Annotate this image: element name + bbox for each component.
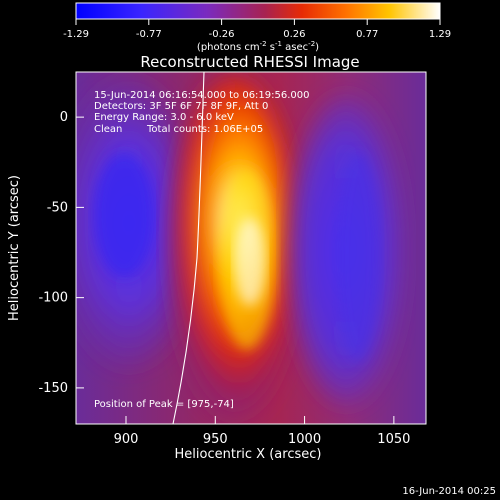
x-tick-label: 1050 xyxy=(377,432,410,447)
y-tick-label: -100 xyxy=(38,291,68,306)
y-tick-label: 0 xyxy=(60,110,68,125)
detectors: Detectors: 3F 5F 6F 7F 8F 9F, Att 0 xyxy=(94,101,268,112)
colorbar-gradient xyxy=(76,3,440,19)
y-tick-label: -50 xyxy=(47,200,68,215)
solar-limb-line xyxy=(172,72,205,424)
energy-range: Energy Range: 3.0 - 6.0 keV xyxy=(94,112,234,123)
x-tick-label: 950 xyxy=(203,432,228,447)
colorbar-tick-label: -0.77 xyxy=(136,29,162,40)
plot-frame xyxy=(75,71,427,425)
colorbar-frame xyxy=(75,2,441,20)
colorbar-tick-label: -0.26 xyxy=(209,29,235,40)
y-tick-label: -150 xyxy=(38,381,68,396)
image-info: 15-Jun-2014 06:16:54.000 to 06:19:56.000… xyxy=(94,90,310,410)
colorbar: -1.29 -0.77 -0.26 0.26 0.77 1.29 (photons cm-… xyxy=(63,2,451,53)
clean-label: Clean xyxy=(94,124,122,135)
time-range: 15-Jun-2014 06:16:54.000 to 06:19:56.000 xyxy=(94,90,310,101)
x-axis: 900 950 1000 1050 xyxy=(114,416,410,447)
x-tick-label: 1000 xyxy=(288,432,321,447)
colorbar-tick-label: -1.29 xyxy=(63,29,89,40)
colorbar-tick-label: 0.26 xyxy=(283,29,305,40)
colorbar-tick-label: 0.77 xyxy=(356,29,378,40)
central-white-core xyxy=(234,218,266,306)
x-axis-label: Heliocentric X (arcsec) xyxy=(175,447,322,462)
colorbar-tick-label: 1.29 xyxy=(429,29,451,40)
x-tick-label: 900 xyxy=(114,432,139,447)
left-blue-core xyxy=(94,153,154,277)
colorbar-ticks: -1.29 -0.77 -0.26 0.26 0.77 1.29 xyxy=(63,19,451,40)
y-axis: 0 -50 -100 -150 xyxy=(38,110,84,396)
footer-date: 16-Jun-2014 00:25 xyxy=(402,486,496,497)
peak-position: Position of Peak = [975,-74] xyxy=(94,399,234,410)
plot-title: Reconstructed RHESSI Image xyxy=(140,53,359,71)
total-counts: Total counts: 1.06E+05 xyxy=(146,124,263,135)
rhessi-image xyxy=(76,72,426,424)
colorbar-units: (photons cm-2 s-1 asec-2) xyxy=(197,40,319,53)
right-blue-core xyxy=(336,153,380,361)
y-axis-label: Heliocentric Y (arcsec) xyxy=(7,175,22,321)
